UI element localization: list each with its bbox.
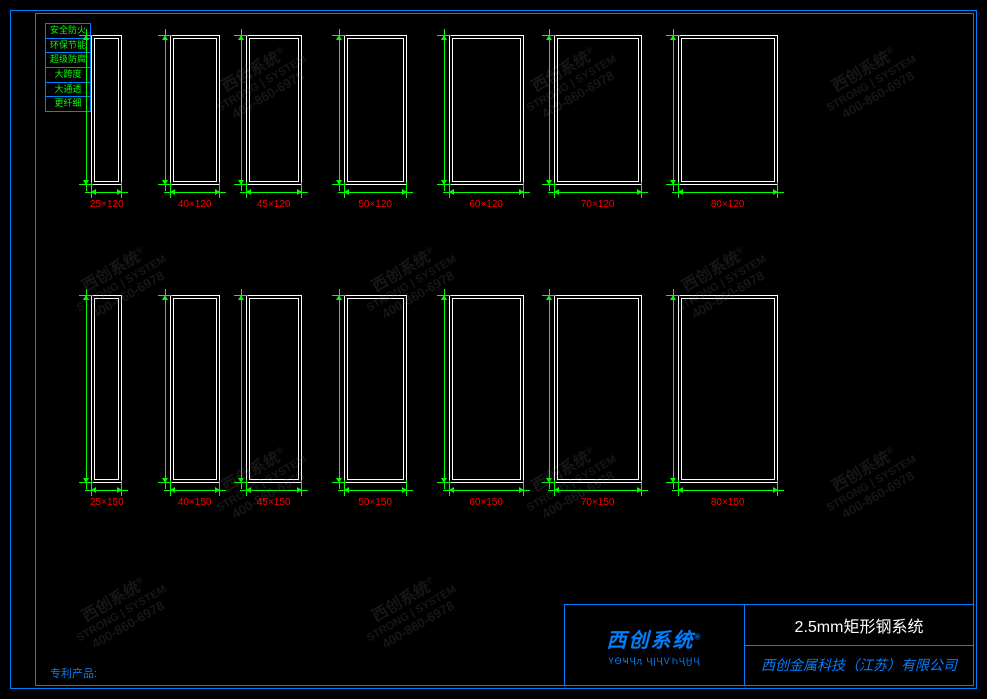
title-block-logo: 西创系统® ҮӨҸҶӆ Ҷ|ҶѴҺҶӇҶ xyxy=(565,605,745,685)
steel-profile-shape xyxy=(554,295,642,483)
patent-label: 专利产品: xyxy=(50,665,97,681)
dimension-label: 80×150 xyxy=(711,497,745,508)
steel-profile-shape xyxy=(246,295,302,483)
dimension-vertical xyxy=(236,35,246,185)
dimension-label: 25×150 xyxy=(90,497,124,508)
dimension-vertical xyxy=(668,35,678,185)
dimension-label: 45×150 xyxy=(257,497,291,508)
profile-cell: 50×150 xyxy=(344,295,407,508)
dimension-vertical xyxy=(81,35,91,185)
profile-cell: 70×150 xyxy=(554,295,642,508)
dimension-horizontal xyxy=(678,187,778,197)
steel-profile-shape xyxy=(678,295,778,483)
title-block: 西创系统® ҮӨҸҶӆ Ҷ|ҶѴҺҶӇҶ 2.5mm矩形钢系统 西创金属科技（江… xyxy=(564,604,974,686)
profile-cell: 40×120 xyxy=(170,35,220,210)
profiles-area: 25×120 40×120 45×120 50×120 60×120 70×120 80×1… xyxy=(90,35,962,593)
dimension-vertical xyxy=(668,295,678,483)
steel-profile-shape xyxy=(344,35,407,185)
logo-main: 西创系统® xyxy=(607,624,703,653)
dimension-horizontal xyxy=(449,485,524,495)
steel-profile-shape xyxy=(554,35,642,185)
profile-cell: 70×120 xyxy=(554,35,642,210)
dimension-vertical xyxy=(81,295,91,483)
logo-main-text: 西创系统 xyxy=(607,630,695,652)
dimension-label: 50×150 xyxy=(358,497,392,508)
dimension-vertical xyxy=(334,35,344,185)
steel-profile-shape xyxy=(449,35,524,185)
dimension-label: 40×150 xyxy=(178,497,212,508)
dimension-label: 40×120 xyxy=(178,199,212,210)
dimension-horizontal xyxy=(246,485,302,495)
dimension-horizontal xyxy=(344,187,407,197)
steel-profile-shape xyxy=(91,295,122,483)
dimension-vertical xyxy=(236,295,246,483)
profile-cell: 25×120 xyxy=(90,35,124,210)
dimension-vertical xyxy=(439,295,449,483)
steel-profile-shape xyxy=(449,295,524,483)
dimension-label: 80×120 xyxy=(711,199,745,210)
dimension-vertical xyxy=(160,35,170,185)
steel-profile-shape xyxy=(170,35,220,185)
profile-cell: 80×120 xyxy=(678,35,778,210)
dimension-vertical xyxy=(439,35,449,185)
steel-profile-shape xyxy=(246,35,302,185)
steel-profile-shape xyxy=(91,35,122,185)
profile-cell: 45×120 xyxy=(246,35,302,210)
dimension-label: 45×120 xyxy=(257,199,291,210)
dimension-horizontal xyxy=(344,485,407,495)
profile-cell: 40×150 xyxy=(170,295,220,508)
dimension-horizontal xyxy=(170,187,220,197)
dimension-label: 60×150 xyxy=(469,497,503,508)
dimension-horizontal xyxy=(91,485,122,495)
dimension-horizontal xyxy=(246,187,302,197)
dimension-vertical xyxy=(544,35,554,185)
registered-mark: ® xyxy=(695,632,703,641)
profile-cell: 45×150 xyxy=(246,295,302,508)
dimension-horizontal xyxy=(91,187,122,197)
profile-cell: 50×120 xyxy=(344,35,407,210)
dimension-horizontal xyxy=(554,485,642,495)
dimension-horizontal xyxy=(554,187,642,197)
dimension-label: 60×120 xyxy=(469,199,503,210)
dimension-vertical xyxy=(544,295,554,483)
logo-sub: ҮӨҸҶӆ Ҷ|ҶѴҺҶӇҶ xyxy=(609,656,701,666)
dimension-label: 25×120 xyxy=(90,199,124,210)
profile-row: 25×120 40×120 45×120 50×120 60×120 70×120 80×1… xyxy=(90,35,962,210)
dimension-label: 70×150 xyxy=(581,497,615,508)
steel-profile-shape xyxy=(678,35,778,185)
dimension-vertical xyxy=(160,295,170,483)
drawing-title: 2.5mm矩形钢系统 xyxy=(745,605,973,646)
dimension-vertical xyxy=(334,295,344,483)
dimension-horizontal xyxy=(678,485,778,495)
profile-cell: 60×120 xyxy=(449,35,524,210)
profile-row: 25×150 40×150 45×150 50×150 60×150 70×150 80×1… xyxy=(90,295,962,508)
company-name: 西创金属科技（江苏）有限公司 xyxy=(745,646,973,686)
steel-profile-shape xyxy=(170,295,220,483)
dimension-label: 70×120 xyxy=(581,199,615,210)
steel-profile-shape xyxy=(344,295,407,483)
profile-cell: 60×150 xyxy=(449,295,524,508)
dimension-label: 50×120 xyxy=(358,199,392,210)
dimension-horizontal xyxy=(170,485,220,495)
dimension-horizontal xyxy=(449,187,524,197)
profile-cell: 25×150 xyxy=(90,295,124,508)
profile-cell: 80×150 xyxy=(678,295,778,508)
title-block-right: 2.5mm矩形钢系统 西创金属科技（江苏）有限公司 xyxy=(745,605,973,685)
